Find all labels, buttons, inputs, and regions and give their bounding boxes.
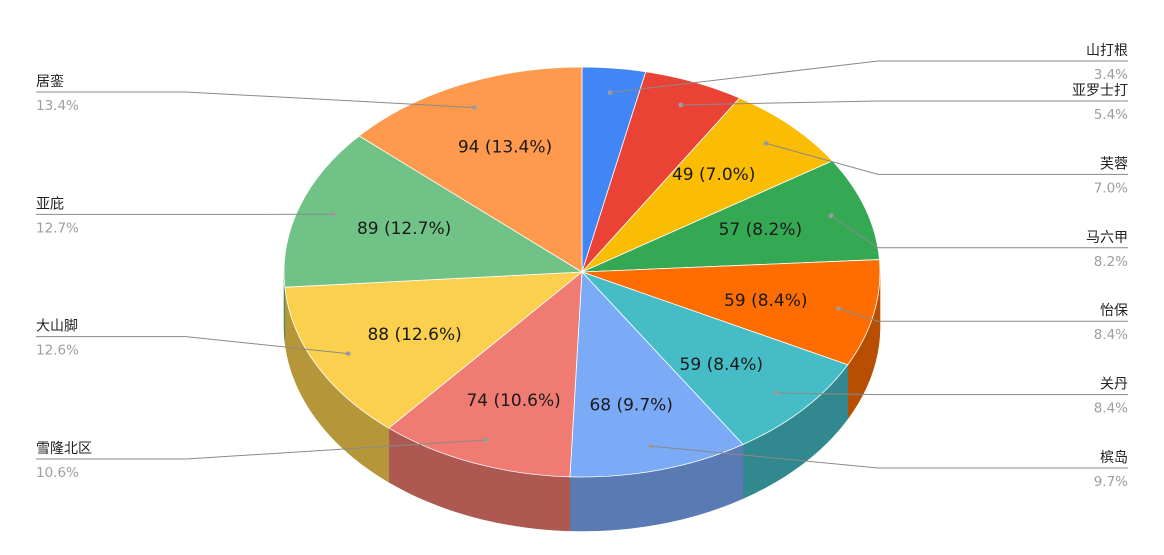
- slice-5-leader-line: [838, 308, 1128, 322]
- slice-7-wedge: [569, 271, 744, 478]
- slice-1-legend-percent: 3.4%: [1094, 67, 1128, 83]
- slice-11-legend-name: 居銮: [36, 73, 64, 90]
- slice-5-legend-name: 怡保: [1100, 303, 1128, 319]
- slice-1-legend-name: 山打根: [1086, 42, 1128, 59]
- pie-top-layer: [283, 66, 881, 478]
- slice-7-leader-dot: [648, 443, 654, 449]
- slice-4-wedge: [581, 160, 880, 273]
- slice-7-legend-name: 槟岛: [1100, 450, 1128, 466]
- slice-11-wedge: [358, 66, 583, 273]
- slice-2-leader-line: [680, 100, 1128, 106]
- slice-9-wedge: [284, 271, 584, 429]
- slice-1-leader-line: [610, 60, 1128, 94]
- slice-8-wedge: [388, 271, 583, 478]
- slice-10-legend-percent: 12.7%: [36, 220, 79, 236]
- slice-3-value-label: 49 (7.0%): [672, 165, 756, 185]
- slice-10-value-label: 89 (12.7%): [357, 219, 451, 239]
- slice-9-legend-percent: 12.6%: [36, 343, 79, 359]
- slice-6-wedge: [581, 271, 849, 445]
- slice-8-legend-percent: 10.6%: [36, 465, 79, 481]
- slice-9-legend-name: 大山脚: [36, 319, 78, 335]
- slice-5-wedge: [581, 259, 881, 366]
- slice-8-value-label: 74 (10.6%): [466, 391, 560, 411]
- slice-5-leader-dot: [836, 306, 842, 311]
- slice-4-leader-line: [830, 215, 1128, 249]
- slice-7-value-label: 68 (9.7%): [589, 396, 673, 416]
- slice-6-legend-percent: 8.4%: [1094, 401, 1128, 417]
- slice-label-layer: 49 (7.0%) 57 (8.2%) 59 (8.4%) 59 (8.4%) 68 (…: [357, 138, 808, 416]
- slice-6-legend-name: 关丹: [1100, 377, 1128, 393]
- slice-2-legend-name: 亚罗士打: [1072, 82, 1128, 99]
- slice-6-value-label: 59 (8.4%): [680, 355, 764, 375]
- slice-3-wedge: [581, 97, 834, 273]
- slice-5-legend-percent: 8.4%: [1094, 327, 1128, 343]
- slice-9-leader-line: [36, 336, 349, 355]
- slice-10-legend-name: 亚庇: [36, 196, 64, 212]
- slice-4-legend-percent: 8.2%: [1094, 254, 1128, 270]
- slice-9-value-label: 88 (12.6%): [367, 325, 461, 345]
- slice-4-value-label: 57 (8.2%): [719, 220, 803, 240]
- slice-3-legend-percent: 7.0%: [1094, 180, 1128, 196]
- slice-11-value-label: 94 (13.4%): [458, 138, 552, 158]
- slice-7-leader-line: [650, 445, 1128, 469]
- slice-3-legend-name: 芙蓉: [1100, 155, 1128, 172]
- slice-10-wedge: [283, 135, 584, 288]
- slice-1-leader-dot: [607, 90, 613, 95]
- slice-3-leader-line: [765, 142, 1128, 175]
- slice-11-leader-line: [36, 91, 475, 108]
- slice-8-legend-name: 雪隆北区: [36, 441, 92, 457]
- slice-2-legend-percent: 5.4%: [1094, 107, 1128, 123]
- legend-layer: 山打根 3.4%亚罗士打 5.4% 芙蓉 7.0% 马六甲 8.2% 怡保 8.4% 关丹 8.4%…: [36, 42, 1128, 490]
- slice-8-leader-line: [36, 439, 487, 460]
- slice-7-legend-percent: 9.7%: [1094, 474, 1128, 490]
- slice-4-legend-name: 马六甲: [1086, 230, 1128, 246]
- slice-11-legend-percent: 13.4%: [36, 98, 79, 114]
- slice-6-leader-line: [776, 392, 1128, 396]
- slice-5-value-label: 59 (8.4%): [724, 291, 808, 311]
